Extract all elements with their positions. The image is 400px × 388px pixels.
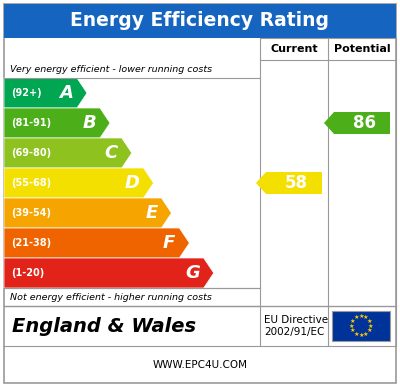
Text: C: C: [104, 144, 118, 162]
Polygon shape: [4, 228, 189, 258]
Text: ★: ★: [363, 315, 369, 320]
Text: ★: ★: [368, 324, 374, 329]
Polygon shape: [4, 168, 154, 198]
Text: ★: ★: [358, 333, 364, 338]
Text: (55-68): (55-68): [11, 178, 51, 188]
Polygon shape: [4, 78, 87, 108]
Text: ★: ★: [353, 332, 359, 337]
Text: Not energy efficient - higher running costs: Not energy efficient - higher running co…: [10, 293, 212, 301]
Text: ★: ★: [350, 319, 356, 324]
Text: (81-91): (81-91): [11, 118, 51, 128]
Text: A: A: [59, 84, 73, 102]
Text: Potential: Potential: [334, 44, 390, 54]
Text: B: B: [82, 114, 96, 132]
Text: ★: ★: [366, 319, 372, 324]
Polygon shape: [4, 138, 132, 168]
Text: ★: ★: [366, 328, 372, 333]
Polygon shape: [324, 112, 390, 134]
Text: (92+): (92+): [11, 88, 42, 98]
Text: (69-80): (69-80): [11, 148, 51, 158]
Text: D: D: [124, 174, 140, 192]
Text: (1-20): (1-20): [11, 268, 44, 278]
Text: WWW.EPC4U.COM: WWW.EPC4U.COM: [152, 360, 248, 370]
Text: (39-54): (39-54): [11, 208, 51, 218]
Polygon shape: [4, 198, 172, 228]
Text: (21-38): (21-38): [11, 238, 51, 248]
Bar: [4, 4, 396, 38]
Polygon shape: [4, 258, 214, 288]
Text: ★: ★: [363, 332, 369, 337]
Text: Energy Efficiency Rating: Energy Efficiency Rating: [70, 12, 330, 31]
Text: EU Directive
2002/91/EC: EU Directive 2002/91/EC: [264, 315, 328, 337]
Text: ★: ★: [350, 328, 356, 333]
Text: Very energy efficient - lower running costs: Very energy efficient - lower running co…: [10, 64, 212, 73]
Text: 58: 58: [284, 174, 308, 192]
Text: E: E: [145, 204, 158, 222]
Text: Current: Current: [270, 44, 318, 54]
Polygon shape: [4, 108, 110, 138]
Text: England & Wales: England & Wales: [12, 317, 196, 336]
Text: G: G: [185, 264, 200, 282]
Text: ★: ★: [358, 314, 364, 319]
Polygon shape: [256, 172, 322, 194]
Bar: [332, 311, 390, 341]
Text: ★: ★: [348, 324, 354, 329]
Text: 86: 86: [352, 114, 376, 132]
Text: F: F: [163, 234, 175, 252]
Text: ★: ★: [353, 315, 359, 320]
